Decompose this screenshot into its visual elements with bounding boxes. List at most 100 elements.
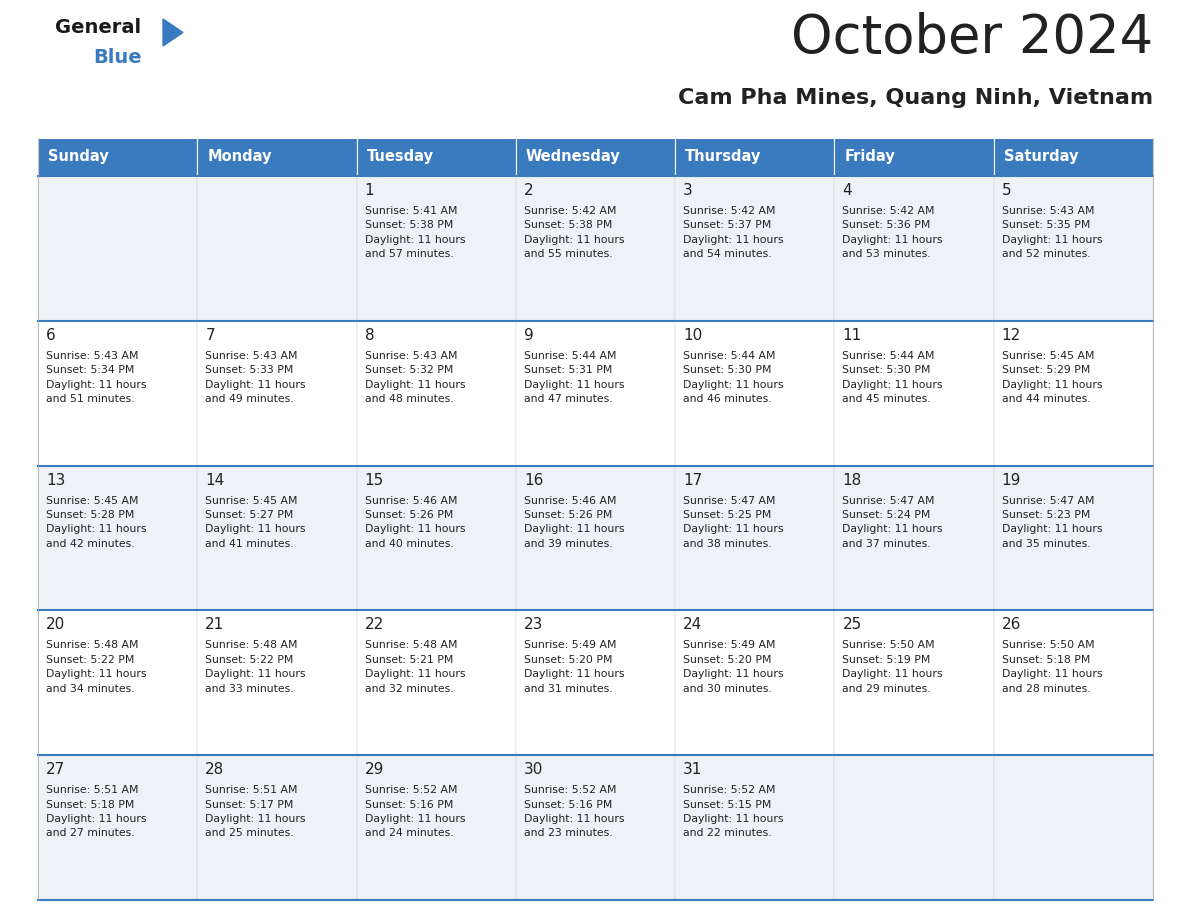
Bar <box>356 320 516 465</box>
Text: Sunrise: 5:44 AM
Sunset: 5:30 PM
Daylight: 11 hours
and 45 minutes.: Sunrise: 5:44 AM Sunset: 5:30 PM Dayligh… <box>842 351 943 404</box>
Text: Saturday: Saturday <box>1004 150 1079 164</box>
Text: Sunrise: 5:45 AM
Sunset: 5:27 PM
Daylight: 11 hours
and 41 minutes.: Sunrise: 5:45 AM Sunset: 5:27 PM Dayligh… <box>206 496 305 549</box>
Text: Sunrise: 5:43 AM
Sunset: 5:34 PM
Daylight: 11 hours
and 51 minutes.: Sunrise: 5:43 AM Sunset: 5:34 PM Dayligh… <box>46 351 146 404</box>
Bar <box>197 756 356 900</box>
Bar <box>834 320 993 465</box>
Bar <box>356 465 516 610</box>
Bar <box>993 138 1154 176</box>
Text: Tuesday: Tuesday <box>367 150 434 164</box>
Text: Sunrise: 5:48 AM
Sunset: 5:22 PM
Daylight: 11 hours
and 34 minutes.: Sunrise: 5:48 AM Sunset: 5:22 PM Dayligh… <box>46 641 146 694</box>
Text: Sunday: Sunday <box>48 150 109 164</box>
Text: 19: 19 <box>1001 473 1022 487</box>
Bar <box>675 320 834 465</box>
Bar <box>356 610 516 756</box>
Bar <box>356 756 516 900</box>
Bar <box>675 610 834 756</box>
Text: 2: 2 <box>524 183 533 198</box>
Text: Sunrise: 5:52 AM
Sunset: 5:16 PM
Daylight: 11 hours
and 23 minutes.: Sunrise: 5:52 AM Sunset: 5:16 PM Dayligh… <box>524 785 625 838</box>
Text: 31: 31 <box>683 762 702 778</box>
Text: 3: 3 <box>683 183 693 198</box>
Bar <box>38 176 197 320</box>
Bar <box>993 756 1154 900</box>
Polygon shape <box>163 19 183 46</box>
Text: Sunrise: 5:51 AM
Sunset: 5:18 PM
Daylight: 11 hours
and 27 minutes.: Sunrise: 5:51 AM Sunset: 5:18 PM Dayligh… <box>46 785 146 838</box>
Text: Monday: Monday <box>207 150 272 164</box>
Bar <box>993 465 1154 610</box>
Text: 4: 4 <box>842 183 852 198</box>
Bar <box>38 610 197 756</box>
Text: Sunrise: 5:50 AM
Sunset: 5:18 PM
Daylight: 11 hours
and 28 minutes.: Sunrise: 5:50 AM Sunset: 5:18 PM Dayligh… <box>1001 641 1102 694</box>
Text: 24: 24 <box>683 618 702 633</box>
Text: Sunrise: 5:51 AM
Sunset: 5:17 PM
Daylight: 11 hours
and 25 minutes.: Sunrise: 5:51 AM Sunset: 5:17 PM Dayligh… <box>206 785 305 838</box>
Text: Sunrise: 5:49 AM
Sunset: 5:20 PM
Daylight: 11 hours
and 31 minutes.: Sunrise: 5:49 AM Sunset: 5:20 PM Dayligh… <box>524 641 625 694</box>
Text: Sunrise: 5:43 AM
Sunset: 5:33 PM
Daylight: 11 hours
and 49 minutes.: Sunrise: 5:43 AM Sunset: 5:33 PM Dayligh… <box>206 351 305 404</box>
Text: 18: 18 <box>842 473 861 487</box>
Text: 8: 8 <box>365 328 374 342</box>
Text: Sunrise: 5:45 AM
Sunset: 5:29 PM
Daylight: 11 hours
and 44 minutes.: Sunrise: 5:45 AM Sunset: 5:29 PM Dayligh… <box>1001 351 1102 404</box>
Bar <box>834 610 993 756</box>
Text: Sunrise: 5:47 AM
Sunset: 5:25 PM
Daylight: 11 hours
and 38 minutes.: Sunrise: 5:47 AM Sunset: 5:25 PM Dayligh… <box>683 496 784 549</box>
Bar <box>834 756 993 900</box>
Bar <box>38 465 197 610</box>
Text: Sunrise: 5:47 AM
Sunset: 5:23 PM
Daylight: 11 hours
and 35 minutes.: Sunrise: 5:47 AM Sunset: 5:23 PM Dayligh… <box>1001 496 1102 549</box>
Text: Sunrise: 5:50 AM
Sunset: 5:19 PM
Daylight: 11 hours
and 29 minutes.: Sunrise: 5:50 AM Sunset: 5:19 PM Dayligh… <box>842 641 943 694</box>
Text: General: General <box>55 18 141 37</box>
Bar <box>356 138 516 176</box>
Text: Sunrise: 5:42 AM
Sunset: 5:37 PM
Daylight: 11 hours
and 54 minutes.: Sunrise: 5:42 AM Sunset: 5:37 PM Dayligh… <box>683 206 784 259</box>
Text: 11: 11 <box>842 328 861 342</box>
Bar <box>197 465 356 610</box>
Bar <box>197 320 356 465</box>
Bar <box>516 465 675 610</box>
Bar <box>356 176 516 320</box>
Text: Sunrise: 5:44 AM
Sunset: 5:31 PM
Daylight: 11 hours
and 47 minutes.: Sunrise: 5:44 AM Sunset: 5:31 PM Dayligh… <box>524 351 625 404</box>
Text: Sunrise: 5:46 AM
Sunset: 5:26 PM
Daylight: 11 hours
and 39 minutes.: Sunrise: 5:46 AM Sunset: 5:26 PM Dayligh… <box>524 496 625 549</box>
Bar <box>675 756 834 900</box>
Bar <box>993 610 1154 756</box>
Text: 14: 14 <box>206 473 225 487</box>
Text: Sunrise: 5:42 AM
Sunset: 5:36 PM
Daylight: 11 hours
and 53 minutes.: Sunrise: 5:42 AM Sunset: 5:36 PM Dayligh… <box>842 206 943 259</box>
Text: Sunrise: 5:43 AM
Sunset: 5:32 PM
Daylight: 11 hours
and 48 minutes.: Sunrise: 5:43 AM Sunset: 5:32 PM Dayligh… <box>365 351 465 404</box>
Text: 23: 23 <box>524 618 543 633</box>
Text: October 2024: October 2024 <box>791 12 1154 64</box>
Text: Blue: Blue <box>93 48 141 67</box>
Text: Sunrise: 5:42 AM
Sunset: 5:38 PM
Daylight: 11 hours
and 55 minutes.: Sunrise: 5:42 AM Sunset: 5:38 PM Dayligh… <box>524 206 625 259</box>
Text: Sunrise: 5:47 AM
Sunset: 5:24 PM
Daylight: 11 hours
and 37 minutes.: Sunrise: 5:47 AM Sunset: 5:24 PM Dayligh… <box>842 496 943 549</box>
Bar <box>834 465 993 610</box>
Text: 16: 16 <box>524 473 543 487</box>
Text: 29: 29 <box>365 762 384 778</box>
Bar <box>834 138 993 176</box>
Bar <box>516 320 675 465</box>
Text: Sunrise: 5:43 AM
Sunset: 5:35 PM
Daylight: 11 hours
and 52 minutes.: Sunrise: 5:43 AM Sunset: 5:35 PM Dayligh… <box>1001 206 1102 259</box>
Text: 9: 9 <box>524 328 533 342</box>
Text: 20: 20 <box>46 618 65 633</box>
Text: 30: 30 <box>524 762 543 778</box>
Text: 21: 21 <box>206 618 225 633</box>
Text: 27: 27 <box>46 762 65 778</box>
Bar <box>38 756 197 900</box>
Text: Sunrise: 5:52 AM
Sunset: 5:16 PM
Daylight: 11 hours
and 24 minutes.: Sunrise: 5:52 AM Sunset: 5:16 PM Dayligh… <box>365 785 465 838</box>
Bar <box>38 320 197 465</box>
Text: Sunrise: 5:49 AM
Sunset: 5:20 PM
Daylight: 11 hours
and 30 minutes.: Sunrise: 5:49 AM Sunset: 5:20 PM Dayligh… <box>683 641 784 694</box>
Text: 22: 22 <box>365 618 384 633</box>
Text: Sunrise: 5:48 AM
Sunset: 5:21 PM
Daylight: 11 hours
and 32 minutes.: Sunrise: 5:48 AM Sunset: 5:21 PM Dayligh… <box>365 641 465 694</box>
Text: 28: 28 <box>206 762 225 778</box>
Bar <box>197 610 356 756</box>
Bar <box>834 176 993 320</box>
Text: Wednesday: Wednesday <box>526 150 620 164</box>
Text: Thursday: Thursday <box>685 150 762 164</box>
Text: Friday: Friday <box>845 150 896 164</box>
Text: Sunrise: 5:41 AM
Sunset: 5:38 PM
Daylight: 11 hours
and 57 minutes.: Sunrise: 5:41 AM Sunset: 5:38 PM Dayligh… <box>365 206 465 259</box>
Text: 1: 1 <box>365 183 374 198</box>
Bar <box>516 176 675 320</box>
Text: 26: 26 <box>1001 618 1022 633</box>
Text: 5: 5 <box>1001 183 1011 198</box>
Text: 7: 7 <box>206 328 215 342</box>
Bar <box>993 320 1154 465</box>
Bar <box>993 176 1154 320</box>
Text: 10: 10 <box>683 328 702 342</box>
Text: 15: 15 <box>365 473 384 487</box>
Text: 17: 17 <box>683 473 702 487</box>
Bar <box>38 138 197 176</box>
Text: Cam Pha Mines, Quang Ninh, Vietnam: Cam Pha Mines, Quang Ninh, Vietnam <box>678 88 1154 108</box>
Bar <box>197 138 356 176</box>
